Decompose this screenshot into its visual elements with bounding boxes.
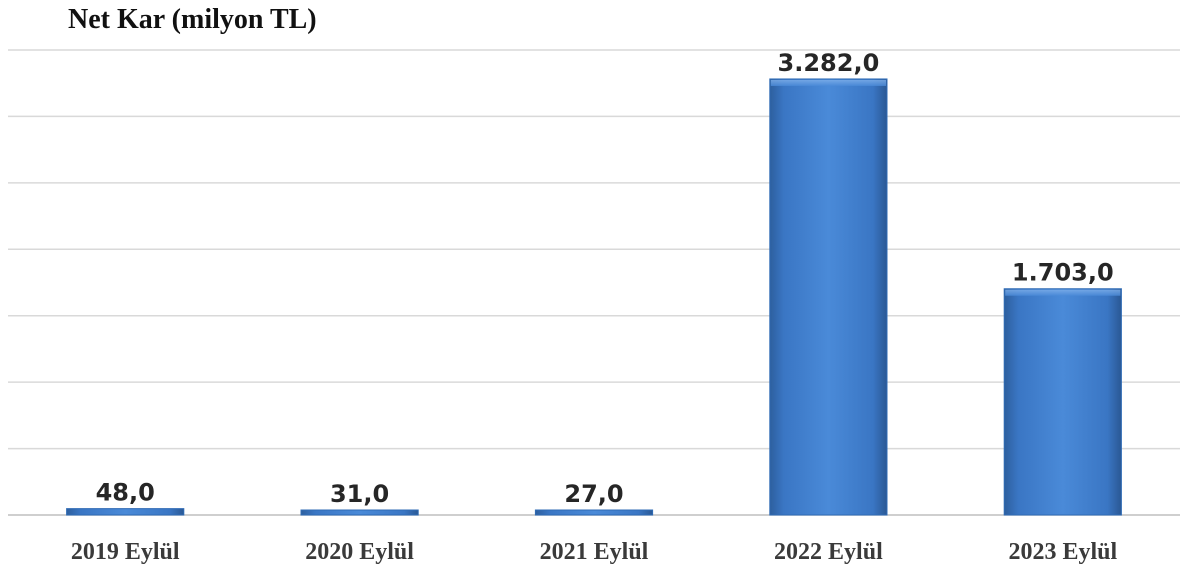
category-label: 2023 Eylül (1008, 539, 1117, 565)
category-label: 2022 Eylül (774, 539, 883, 565)
bar (534, 509, 654, 516)
bar (300, 509, 419, 516)
bar (66, 508, 185, 516)
data-label: 31,0 (330, 480, 389, 508)
bar-bevel (770, 79, 886, 86)
bar-bevel (1005, 289, 1121, 296)
category-label: 2021 Eylül (540, 539, 649, 565)
category-label: 2020 Eylül (305, 539, 414, 565)
gridlines (8, 49, 1180, 516)
chart-title: Net Kar (milyon TL) (68, 4, 317, 35)
category-labels: 2019 Eylül 2020 Eylül 2021 Eylül 2022 Eylül… (71, 539, 1118, 565)
data-label: 48,0 (96, 479, 155, 507)
data-label: 27,0 (564, 480, 623, 508)
data-label: 1.703,0 (1012, 259, 1114, 287)
data-label: 3.282,0 (778, 49, 880, 77)
data-labels: 48,0 31,0 27,0 3.282,0 1.703,0 (96, 49, 1114, 508)
bars (66, 78, 1122, 516)
bar (1003, 288, 1122, 516)
bar (769, 78, 888, 516)
category-label: 2019 Eylül (71, 539, 180, 565)
